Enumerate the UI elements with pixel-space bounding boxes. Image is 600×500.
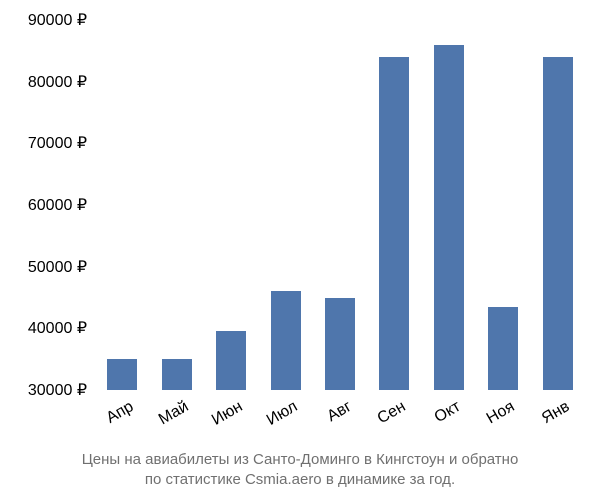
y-tick: 70000 ₽ (28, 133, 95, 153)
bar (271, 291, 301, 390)
y-tick: 50000 ₽ (28, 257, 95, 277)
y-tick: 80000 ₽ (28, 72, 95, 92)
plot-area: 30000 ₽40000 ₽50000 ₽60000 ₽70000 ₽80000… (95, 20, 585, 390)
y-tick: 60000 ₽ (28, 195, 95, 215)
chart-caption: Цены на авиабилеты из Санто-Доминго в Ки… (0, 450, 600, 491)
bar (107, 359, 137, 390)
caption-line-1: Цены на авиабилеты из Санто-Доминго в Ки… (82, 451, 519, 468)
bar (379, 57, 409, 390)
bar (216, 331, 246, 390)
bar (162, 359, 192, 390)
y-tick: 40000 ₽ (28, 318, 95, 338)
caption-line-2: по статистике Csmia.aero в динамике за г… (145, 471, 455, 488)
bar (543, 57, 573, 390)
price-chart: 30000 ₽ 40000 ₽ 50000 ₽ 60000 ₽ 70000 ₽ 80000… (0, 0, 600, 500)
bar (325, 298, 355, 391)
bar (434, 45, 464, 390)
bars-layer (95, 20, 585, 390)
y-tick: 90000 ₽ (28, 10, 95, 30)
y-tick: 30000 ₽ (28, 380, 95, 400)
bar (488, 307, 518, 390)
